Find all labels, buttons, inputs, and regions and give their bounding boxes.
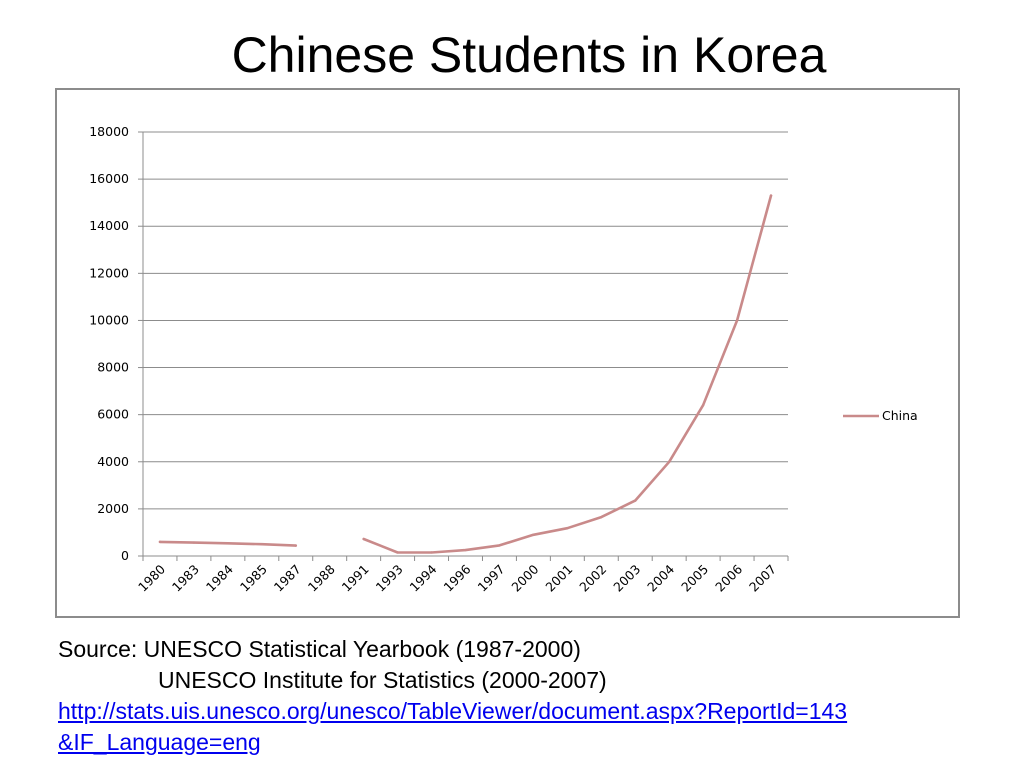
x-tick-label: 1991 <box>339 562 372 595</box>
x-tick-label: 1996 <box>441 561 474 594</box>
x-tick-label: 2001 <box>542 562 575 595</box>
y-tick-label: 6000 <box>97 407 129 422</box>
series-line-china <box>158 540 298 547</box>
x-tick-label: 2007 <box>746 562 779 595</box>
x-tick-label: 2000 <box>508 561 541 594</box>
x-tick-labels: 1980 1983 1984 1985 1987 1988 1991 1993 1994 1996… <box>135 561 779 594</box>
y-tick-label: 16000 <box>89 171 129 186</box>
source-link-part-1[interactable]: http://stats.uis.unesco.org/unesco/Table… <box>58 698 848 724</box>
y-tick-label: 12000 <box>89 265 129 280</box>
x-tick-label: 1980 <box>135 561 168 594</box>
source-line-1: Source: UNESCO Statistical Yearbook (198… <box>58 636 581 662</box>
x-tick-label: 2004 <box>644 561 677 594</box>
legend: China <box>843 408 918 423</box>
legend-label: China <box>882 408 918 423</box>
source-link-part-2[interactable]: &IF_Language=eng <box>58 729 261 755</box>
source-citation: Source: UNESCO Statistical Yearbook (198… <box>58 634 998 758</box>
y-tick-labels: 0 2000 4000 6000 8000 10000 12000 14000 16000 180… <box>89 124 129 563</box>
y-tick-label: 8000 <box>97 360 129 375</box>
x-tick-label: 1997 <box>474 562 507 595</box>
x-tick-label: 2005 <box>678 562 711 595</box>
x-tick-label: 1984 <box>203 561 236 594</box>
source-line-2: UNESCO Institute for Statistics (2000-20… <box>158 667 607 693</box>
y-tick-label: 4000 <box>97 454 129 469</box>
slide-title: Chinese Students in Korea <box>231 27 827 83</box>
series-line-china <box>362 194 773 554</box>
x-tick-label: 2006 <box>712 561 745 594</box>
x-tick-label: 1988 <box>305 561 338 594</box>
line-chart: 0 2000 4000 6000 8000 10000 12000 14000 16000 180… <box>89 124 918 595</box>
x-tick-label: 1987 <box>271 562 304 595</box>
y-tick-label: 14000 <box>89 218 129 233</box>
series-lines <box>158 194 773 554</box>
x-tick-label: 2003 <box>610 562 643 595</box>
x-tick-label: 1993 <box>373 562 406 595</box>
axes <box>138 131 789 561</box>
y-tick-label: 18000 <box>89 124 129 139</box>
x-tick-label: 1985 <box>237 562 270 595</box>
x-tick-label: 2002 <box>576 562 609 595</box>
y-tick-label: 2000 <box>97 501 129 516</box>
gridlines <box>143 131 788 510</box>
x-tick-label: 1983 <box>169 562 202 595</box>
chart-frame: 0 2000 4000 6000 8000 10000 12000 14000 16000 180… <box>55 88 960 618</box>
y-tick-label: 10000 <box>89 312 129 327</box>
y-tick-label: 0 <box>121 548 129 563</box>
x-tick-label: 1994 <box>407 561 440 594</box>
